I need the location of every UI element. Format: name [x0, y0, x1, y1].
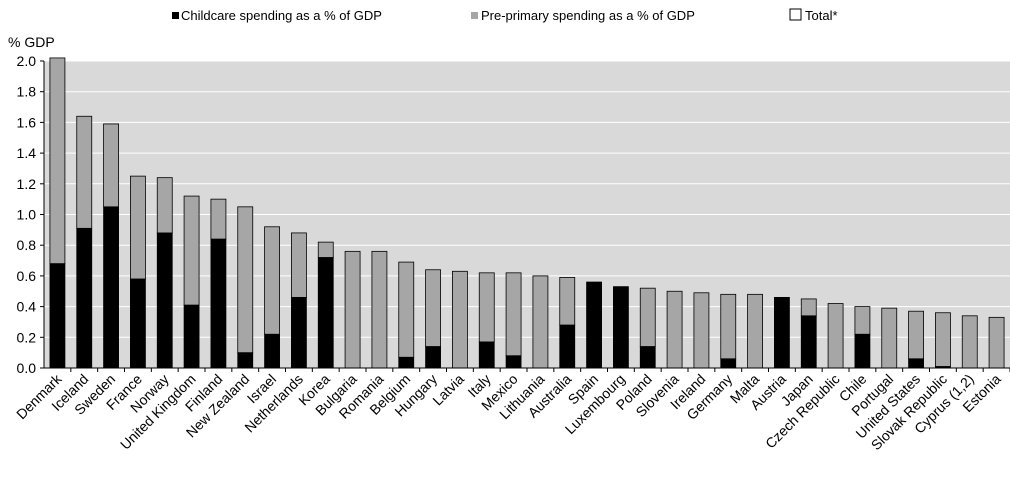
- bar-preprimary: [425, 269, 441, 347]
- bar-childcare: [398, 356, 415, 369]
- y-tick-label: 0.4: [17, 299, 37, 315]
- x-tick-label: Latvia: [429, 371, 467, 409]
- y-tick-label: 0.0: [17, 360, 37, 376]
- y-axis-ticks: 0.0 0.2 0.4 0.6 0.8 1.0 1.2 1.4 1.6 1.8 2.0: [17, 53, 44, 376]
- bar-preprimary: [49, 57, 66, 265]
- bar-preprimary: [720, 293, 737, 360]
- bar-preprimary: [156, 177, 173, 234]
- bar-preprimary: [371, 250, 388, 369]
- y-tick-label: 1.6: [17, 114, 37, 130]
- legend-swatch-childcare: [172, 12, 179, 19]
- bar-preprimary: [532, 275, 549, 369]
- bar-childcare: [505, 355, 522, 369]
- bar-preprimary: [291, 232, 307, 298]
- bar-preprimary: [317, 241, 334, 258]
- bar-preprimary: [76, 115, 93, 229]
- y-tick-label: 1.2: [17, 176, 37, 192]
- bar-preprimary: [693, 292, 710, 369]
- bar-preprimary: [344, 250, 361, 369]
- bar-preprimary: [988, 316, 1005, 369]
- bar-childcare: [425, 346, 441, 369]
- bar-preprimary: [183, 195, 200, 306]
- bar-childcare: [183, 304, 200, 369]
- bar-preprimary: [264, 226, 280, 335]
- bar-childcare: [317, 257, 334, 369]
- bar-childcare: [210, 238, 227, 369]
- bar-preprimary: [908, 310, 924, 360]
- y-tick-label: 0.8: [17, 237, 37, 253]
- bar-preprimary: [210, 198, 227, 240]
- bar-preprimary: [452, 270, 468, 369]
- y-tick-label: 0.6: [17, 268, 37, 284]
- bar-preprimary: [130, 175, 146, 280]
- bar-childcare: [156, 232, 173, 369]
- bar-childcare: [613, 286, 629, 369]
- legend-swatch-preprimary: [471, 12, 478, 19]
- y-tick-label: 2.0: [17, 53, 37, 69]
- bar-preprimary: [827, 303, 844, 369]
- bar-childcare: [76, 227, 93, 369]
- bar-preprimary: [505, 272, 522, 357]
- y-tick-label: 1.0: [17, 207, 37, 223]
- bar-childcare: [854, 333, 871, 369]
- bar-preprimary: [881, 307, 898, 369]
- legend-label-preprimary: Pre-primary spending as a % of GDP: [481, 8, 695, 23]
- bar-preprimary: [854, 306, 871, 335]
- bar-childcare: [586, 281, 602, 369]
- bar-preprimary: [398, 261, 415, 358]
- bar-childcare: [291, 296, 307, 369]
- bar-childcare: [720, 358, 737, 369]
- bar-childcare: [800, 315, 817, 369]
- bar-preprimary: [666, 290, 683, 369]
- bar-childcare: [130, 278, 146, 369]
- bar-preprimary: [237, 206, 254, 354]
- bar-preprimary: [935, 312, 951, 367]
- bar-childcare: [49, 263, 66, 369]
- legend: Childcare spending as a % of GDP Pre-pri…: [172, 8, 838, 23]
- y-tick-label: 1.8: [17, 84, 37, 100]
- bar-preprimary: [961, 315, 978, 369]
- bar-childcare: [103, 206, 119, 369]
- legend-label-childcare: Childcare spending as a % of GDP: [181, 8, 382, 23]
- y-tick-label: 1.4: [17, 145, 37, 161]
- bar-childcare: [478, 341, 495, 369]
- bar-preprimary: [800, 298, 817, 317]
- bars: [49, 57, 1005, 369]
- bar-childcare: [908, 358, 924, 369]
- bar-childcare: [237, 352, 254, 369]
- bar-childcare: [559, 324, 576, 369]
- gridlines: [44, 60, 1010, 338]
- y-axis-label: % GDP: [8, 34, 55, 50]
- bar-preprimary: [559, 277, 576, 326]
- bar-preprimary: [639, 287, 656, 347]
- bar-preprimary: [478, 272, 495, 343]
- y-tick-label: 0.2: [17, 329, 37, 345]
- legend-swatch-total: [789, 8, 802, 21]
- bar-childcare: [264, 333, 280, 369]
- bar-preprimary: [747, 293, 763, 369]
- legend-label-total: Total*: [805, 8, 838, 23]
- bar-childcare: [774, 296, 790, 369]
- bar-preprimary: [103, 123, 119, 208]
- bar-childcare: [639, 346, 656, 369]
